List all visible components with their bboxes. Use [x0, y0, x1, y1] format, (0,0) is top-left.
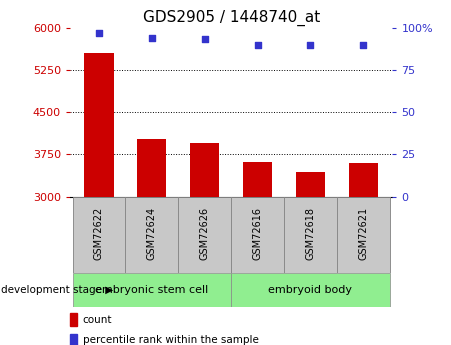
Bar	[190, 142, 219, 197]
Point	[201, 37, 208, 42]
Text: count: count	[83, 315, 112, 325]
Text: percentile rank within the sample: percentile rank within the sample	[83, 335, 259, 345]
Text: GSM72618: GSM72618	[305, 207, 315, 259]
Point	[148, 35, 156, 40]
Point	[307, 42, 314, 47]
Bar	[178, 197, 231, 273]
Title: GDS2905 / 1448740_at: GDS2905 / 1448740_at	[143, 10, 320, 26]
Bar	[231, 273, 390, 307]
Bar	[349, 164, 378, 197]
Bar	[337, 197, 390, 273]
Bar	[70, 334, 77, 345]
Text: GSM72626: GSM72626	[200, 207, 210, 260]
Point	[360, 42, 367, 47]
Point	[254, 42, 261, 47]
Bar	[284, 197, 337, 273]
Text: embryoid body: embryoid body	[268, 285, 352, 295]
Bar	[73, 273, 231, 307]
Bar	[137, 139, 166, 197]
Point	[95, 30, 102, 36]
Text: development stage ▶: development stage ▶	[1, 285, 113, 295]
Bar	[231, 197, 284, 273]
Text: GSM72624: GSM72624	[147, 207, 157, 260]
Text: GSM72616: GSM72616	[253, 207, 262, 259]
Bar	[296, 172, 325, 197]
Text: embryonic stem cell: embryonic stem cell	[95, 285, 208, 295]
Bar	[125, 197, 178, 273]
Text: GSM72622: GSM72622	[94, 206, 104, 260]
Text: GSM72621: GSM72621	[358, 207, 368, 260]
Bar	[243, 162, 272, 197]
Bar	[84, 53, 114, 197]
Bar	[73, 197, 125, 273]
Bar	[70, 313, 77, 326]
